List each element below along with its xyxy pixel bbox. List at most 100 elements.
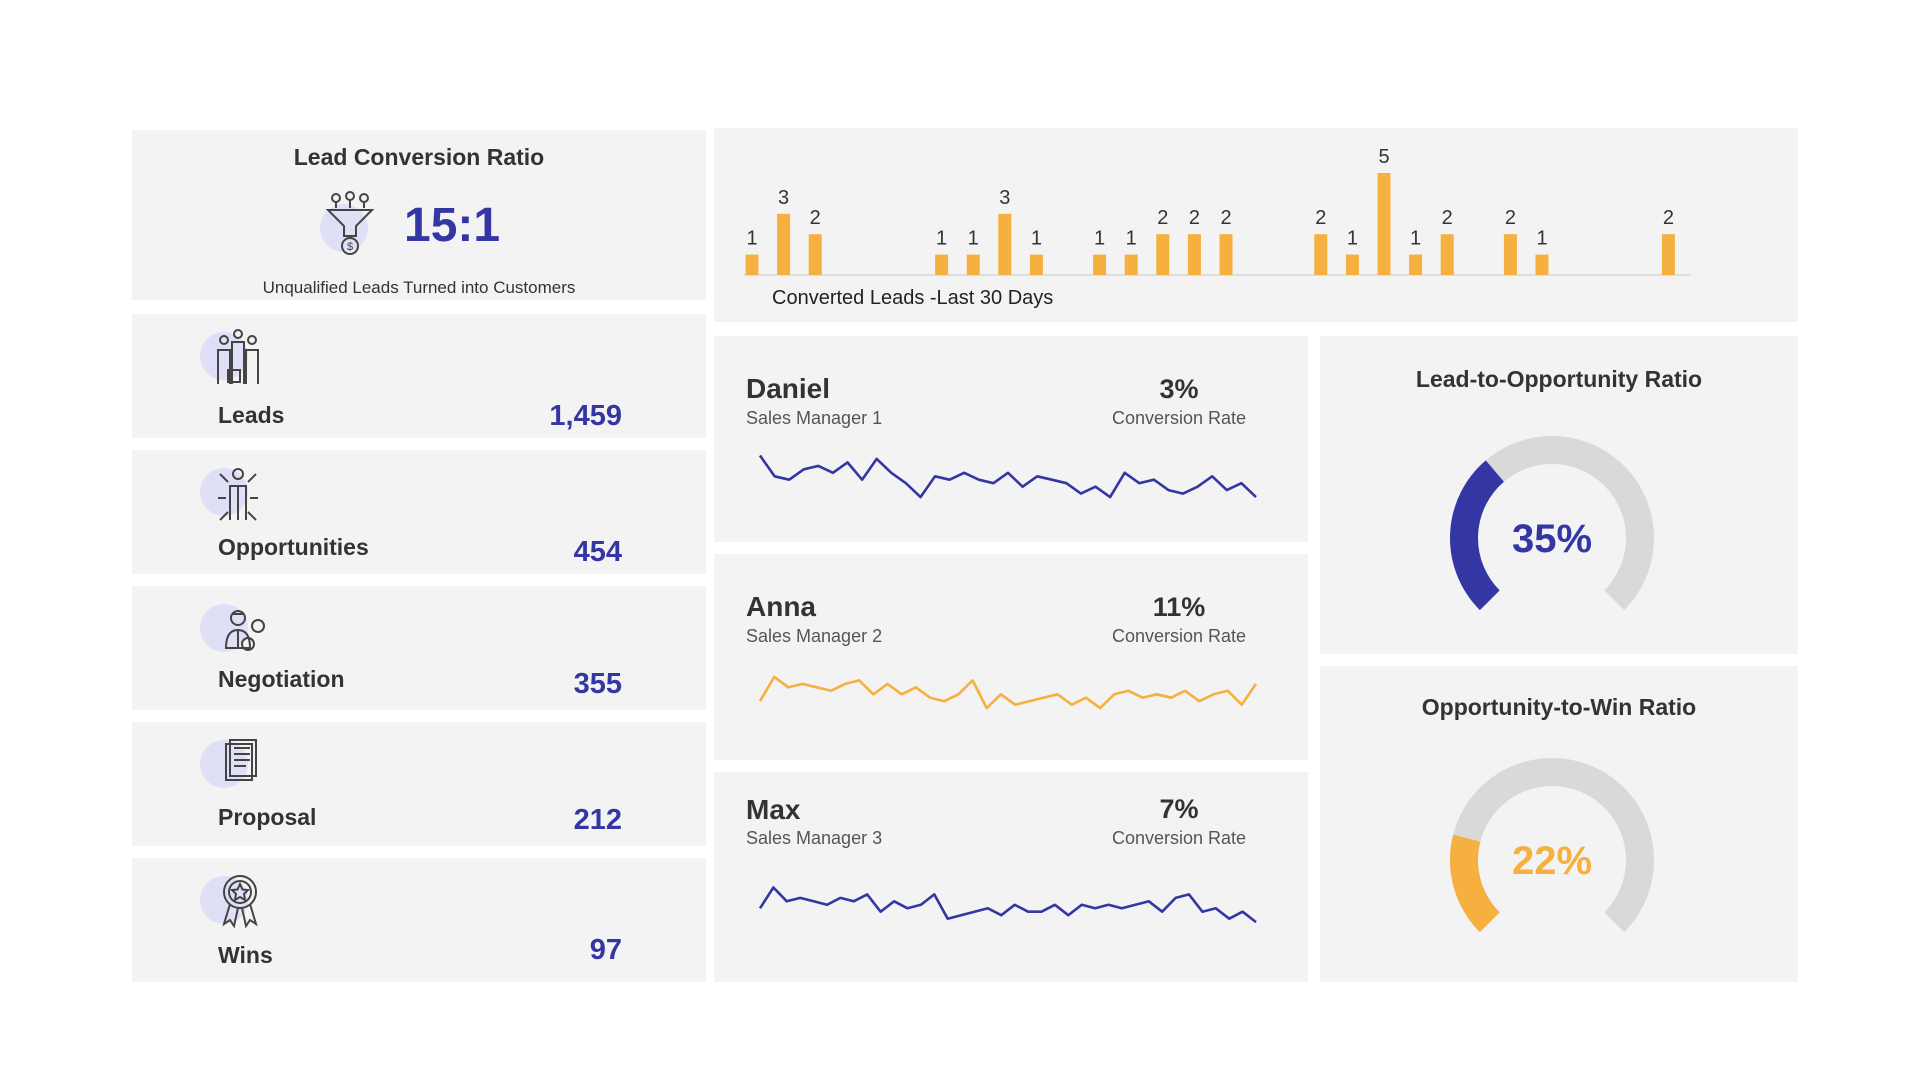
svg-text:$: $	[347, 241, 353, 253]
data-label: 2	[1505, 207, 1516, 229]
bar	[745, 254, 759, 275]
ratio-gauge: 35%	[1450, 436, 1654, 611]
data-label: 2	[1315, 207, 1326, 229]
bar	[1156, 234, 1170, 275]
bar	[1661, 234, 1675, 275]
manager-role: Sales Manager 1	[746, 408, 883, 428]
stage-value: 1,459	[549, 400, 622, 432]
lead-to-opportunity-card: Lead-to-Opportunity Ratio 35%	[1320, 336, 1798, 654]
data-label: 2	[1442, 207, 1453, 229]
bar	[777, 213, 791, 275]
stage-label: Opportunities	[218, 534, 369, 560]
bar	[1503, 234, 1517, 275]
stage-label: Leads	[218, 402, 285, 428]
stage-label: Wins	[218, 942, 273, 968]
bar	[1219, 234, 1233, 275]
manager-name: Anna	[746, 591, 816, 622]
data-label: 1	[968, 228, 979, 250]
opportunity-to-win-card: Opportunity-to-Win Ratio 22%	[1320, 666, 1798, 982]
stage-label: Proposal	[218, 804, 317, 830]
lead-conversion-card: Lead Conversion Ratio $ 15:1 Unqualified…	[132, 130, 706, 300]
gauge-fill	[1450, 460, 1505, 611]
manager-card: Max Sales Manager 3 7% Conversion Rate	[714, 772, 1308, 982]
funnel-money-icon: $	[320, 191, 375, 255]
stage-card-negotiation: Negotiation 355	[132, 586, 706, 710]
bar	[1187, 234, 1201, 275]
bar	[1314, 234, 1328, 275]
manager-role: Sales Manager 2	[746, 626, 883, 646]
document-icon	[200, 739, 257, 788]
team-icon	[200, 329, 259, 384]
stage-value: 212	[573, 804, 622, 836]
bar	[808, 234, 822, 275]
bar	[1409, 254, 1423, 275]
data-label: 2	[1220, 207, 1231, 229]
sparkline	[758, 675, 1258, 710]
data-label: 1	[1410, 228, 1421, 250]
data-label: 1	[1126, 228, 1137, 250]
bar	[966, 254, 980, 275]
manager-name: Max	[746, 794, 801, 825]
conversion-rate-value: 11%	[1152, 592, 1206, 622]
conversion-rate-label: Conversion Rate	[1111, 828, 1247, 848]
footnote	[455, 998, 1475, 1006]
stage-value: 97	[589, 934, 622, 966]
bar	[1345, 254, 1359, 275]
gauge-value: 35%	[1512, 517, 1592, 561]
award-ribbon-icon	[200, 875, 258, 929]
data-label: 2	[1157, 207, 1168, 229]
data-label: 3	[778, 187, 789, 209]
data-label: 1	[936, 228, 947, 250]
data-label: 2	[1189, 207, 1200, 229]
data-label: 2	[810, 207, 821, 229]
bar	[1093, 254, 1107, 275]
stage-value: 355	[573, 668, 622, 700]
lead-conversion-subtitle: Unqualified Leads Turned into Customers	[262, 278, 576, 297]
sparkline-chart	[758, 454, 1257, 499]
stage-card-proposal: Proposal 212	[132, 722, 706, 846]
sparkline-chart	[758, 675, 1258, 710]
conversion-rate-value: 3%	[1159, 374, 1199, 404]
manager-card: Anna Sales Manager 2 11% Conversion Rate	[714, 554, 1308, 760]
lead-conversion-value: 15:1	[404, 199, 501, 252]
bar	[998, 213, 1012, 275]
converted-leads-label: Converted Leads -Last 30 Days	[772, 287, 1054, 309]
manager-card: Daniel Sales Manager 1 3% Conversion Rat…	[714, 336, 1308, 542]
sparkline	[758, 886, 1257, 924]
businessman-icon	[200, 604, 265, 652]
data-label: 3	[999, 187, 1010, 209]
bar	[1029, 254, 1043, 275]
stage-card-opportunities: Opportunities 454	[132, 450, 706, 574]
data-label: 5	[1378, 146, 1389, 168]
bar	[1535, 254, 1549, 275]
conversion-rate-label: Conversion Rate	[1111, 408, 1247, 428]
stage-label: Negotiation	[218, 666, 345, 692]
lead-conversion-title: Lead Conversion Ratio	[293, 144, 545, 170]
stage-value: 454	[573, 536, 622, 568]
sparkline-chart	[758, 886, 1257, 924]
manager-role: Sales Manager 3	[746, 828, 883, 848]
conversion-rate-value: 7%	[1159, 794, 1199, 824]
stage-card-leads: Leads 1,459	[132, 314, 706, 438]
conversion-rate-label: Conversion Rate	[1111, 626, 1247, 646]
data-label: 1	[1094, 228, 1105, 250]
ratio-title: Lead-to-Opportunity Ratio	[1415, 366, 1703, 392]
bar	[935, 254, 949, 275]
data-label: 1	[1031, 228, 1042, 250]
gauge-fill	[1450, 834, 1501, 933]
data-label: 2	[1663, 207, 1674, 229]
bar	[1377, 173, 1391, 275]
person-arrows-icon	[200, 468, 258, 521]
data-label: 1	[746, 228, 757, 250]
ratio-gauge: 22%	[1450, 758, 1654, 933]
data-label: 1	[1536, 228, 1547, 250]
ratio-title: Opportunity-to-Win Ratio	[1421, 694, 1697, 720]
manager-name: Daniel	[746, 373, 831, 404]
bar	[1440, 234, 1454, 275]
bar	[1124, 254, 1138, 275]
sparkline	[758, 454, 1257, 499]
data-label: 1	[1347, 228, 1358, 250]
gauge-value: 22%	[1512, 839, 1592, 883]
